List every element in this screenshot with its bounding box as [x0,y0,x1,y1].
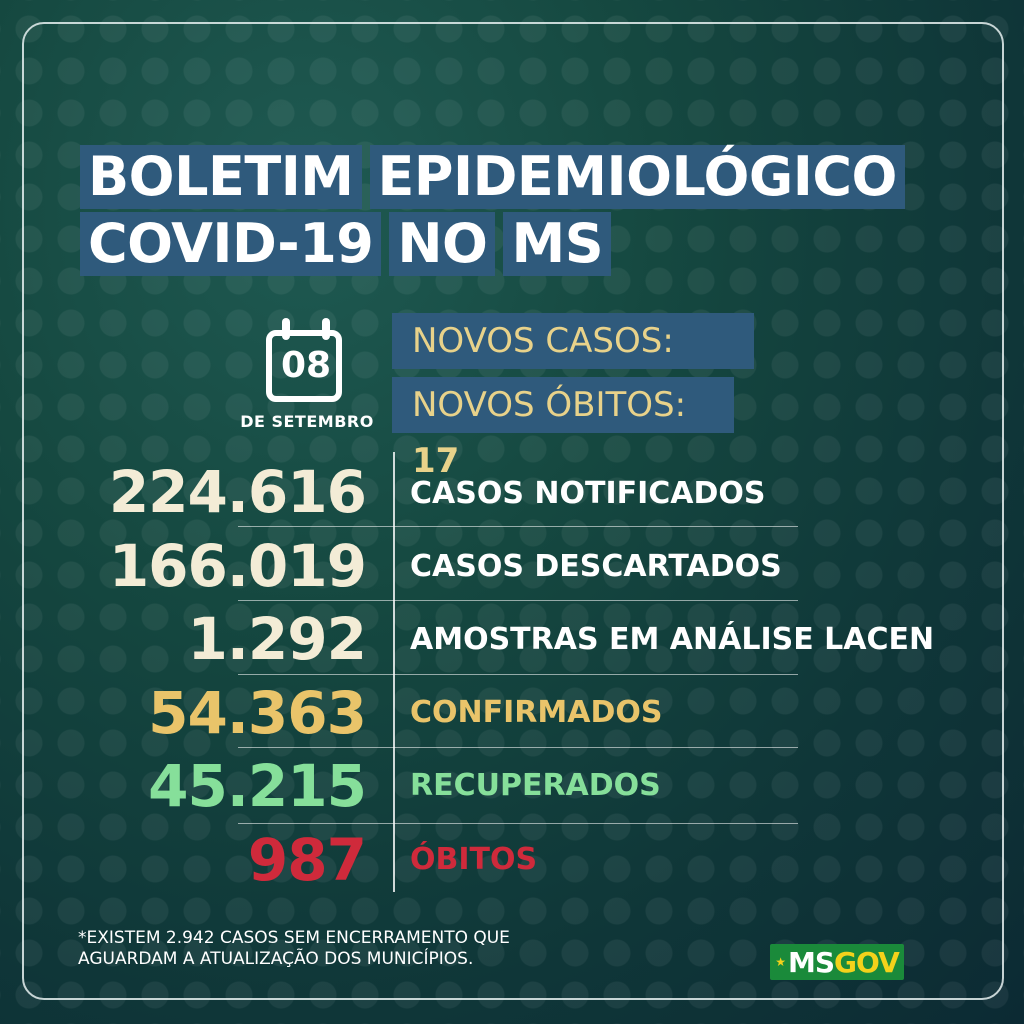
stat-label-amostras: AMOSTRAS EM ANÁLISE LACEN [410,622,935,657]
stat-label-descartados: CASOS DESCARTADOS [410,549,782,584]
title-word: NO [389,212,496,276]
divider-row [238,674,798,675]
stat-value-amostras: 1.292 [187,605,367,673]
date-day: 08 [280,345,332,386]
novos-casos-badge: NOVOS CASOS: 238 [392,313,754,417]
date-month: DE SETEMBRO [240,412,374,431]
footnote: *EXISTEM 2.942 CASOS SEM ENCERRAMENTO QU… [78,928,510,970]
title-line-1: BOLETIM EPIDEMIOLÓGICO [80,145,905,209]
title-word: EPIDEMIOLÓGICO [369,145,905,209]
divider-row [238,823,798,824]
logo-gov-text: GOV [834,945,900,979]
divider-row [238,600,798,601]
stat-value-notificados: 224.616 [108,458,367,526]
msgov-logo: ★ MS GOV [770,944,904,980]
title-word: COVID-19 [80,212,382,276]
novos-obitos-label: NOVOS ÓBITOS: [412,385,687,425]
star-icon: ★ [775,955,787,969]
title-line-2: COVID-19 NO MS [80,212,612,276]
stat-label-confirmados: CONFIRMADOS [410,695,663,730]
stat-value-recuperados: 45.215 [148,752,367,820]
footnote-line: *EXISTEM 2.942 CASOS SEM ENCERRAMENTO QU… [78,928,510,948]
novos-casos-label: NOVOS CASOS: [412,321,674,361]
divider-row [238,747,798,748]
calendar-icon: 08 [264,318,348,402]
novos-obitos-value: 17 [412,441,460,481]
title-word: MS [503,212,612,276]
divider-row [238,526,798,527]
stat-label-notificados: CASOS NOTIFICADOS [410,476,766,511]
title-word: BOLETIM [80,145,362,209]
stat-label-obitos: ÓBITOS [410,842,538,877]
logo-ms-text: MS [788,945,835,979]
stat-value-descartados: 166.019 [108,532,367,600]
stat-value-confirmados: 54.363 [148,679,367,747]
novos-obitos-badge: NOVOS ÓBITOS: 17 [392,377,734,481]
outer-frame [22,22,1004,1000]
stat-value-obitos: 987 [247,826,367,894]
footnote-line: AGUARDAM A ATUALIZAÇÃO DOS MUNICÍPIOS. [78,949,474,969]
divider-vertical [393,452,395,892]
stat-label-recuperados: RECUPERADOS [410,768,661,803]
